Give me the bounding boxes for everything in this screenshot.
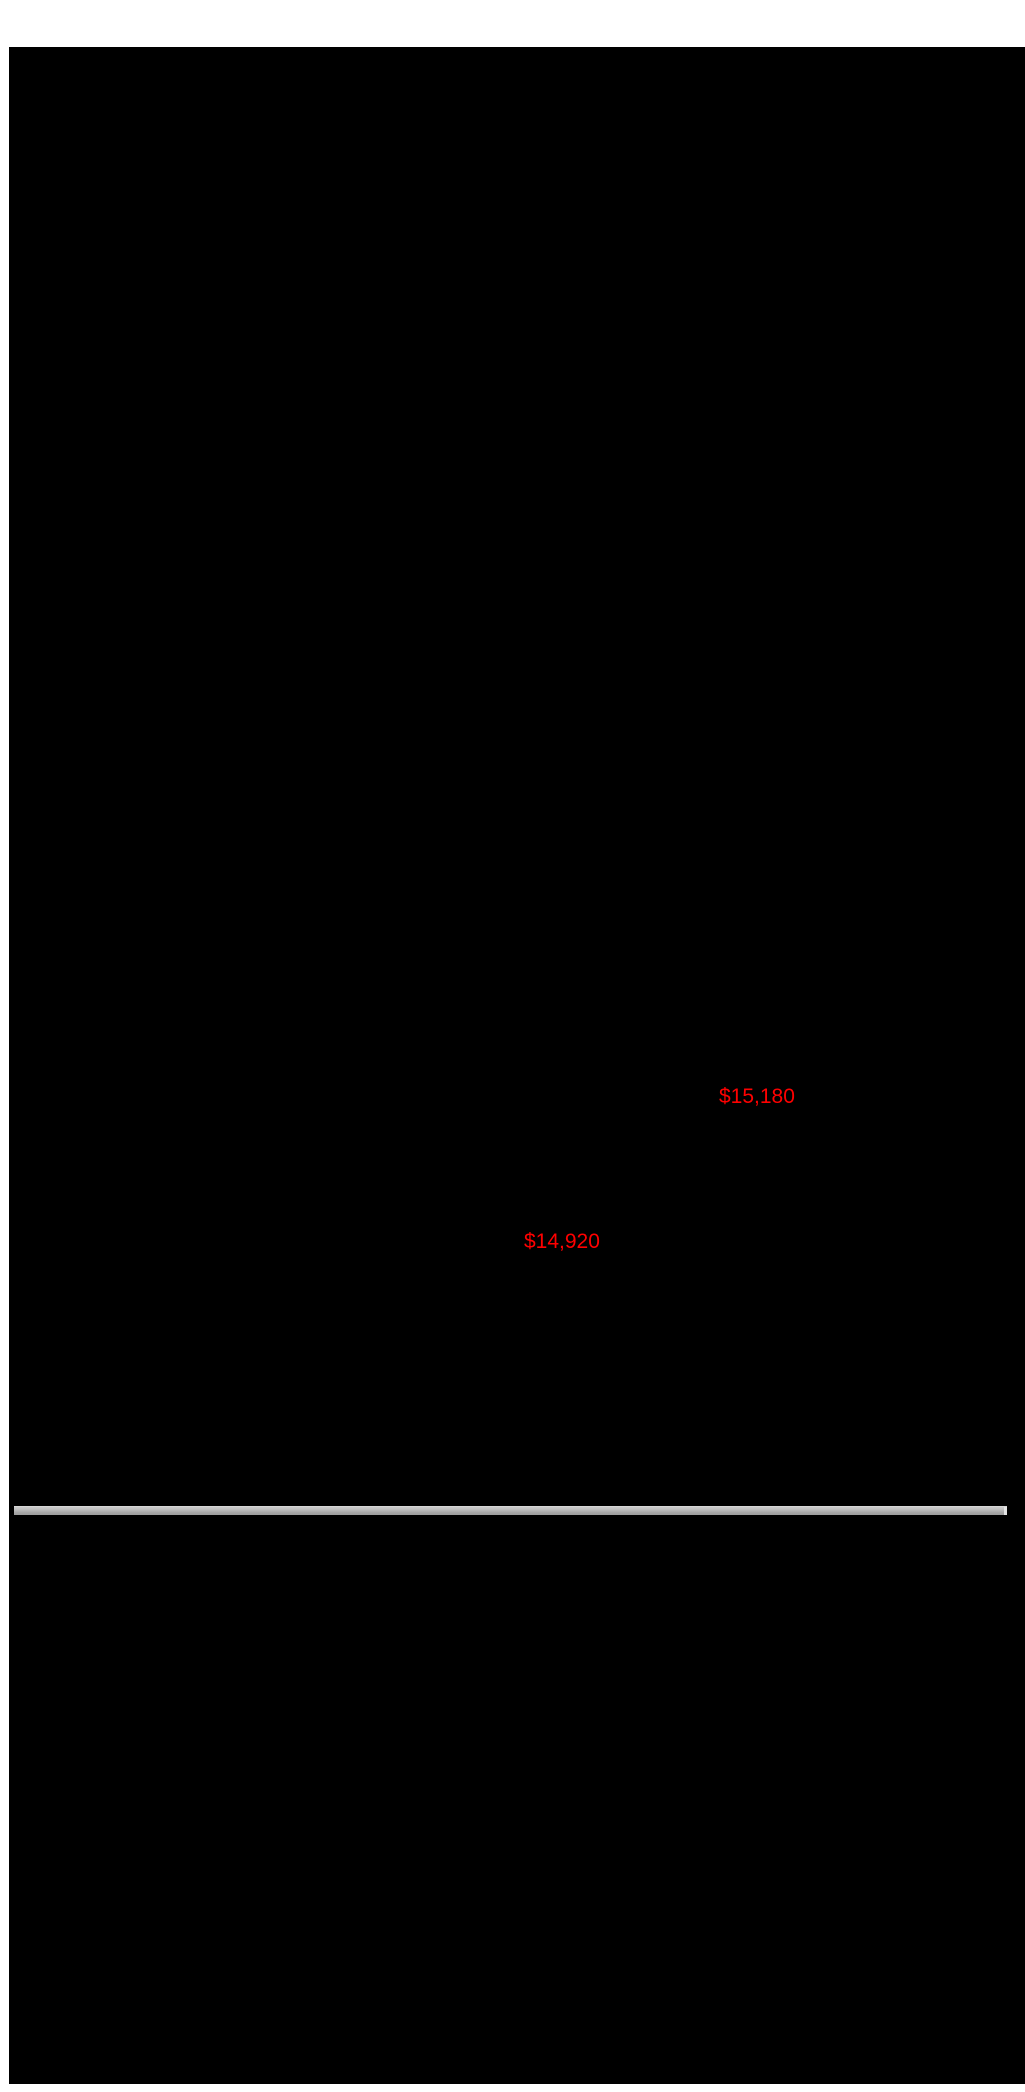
horizontal-scrollbar[interactable]	[14, 1506, 1007, 1515]
price-label-high: $15,180	[719, 1085, 795, 1108]
scrollbar-end-cap	[1004, 1507, 1007, 1515]
price-label-low: $14,920	[524, 1230, 600, 1253]
black-render-surface	[9, 47, 1025, 2084]
